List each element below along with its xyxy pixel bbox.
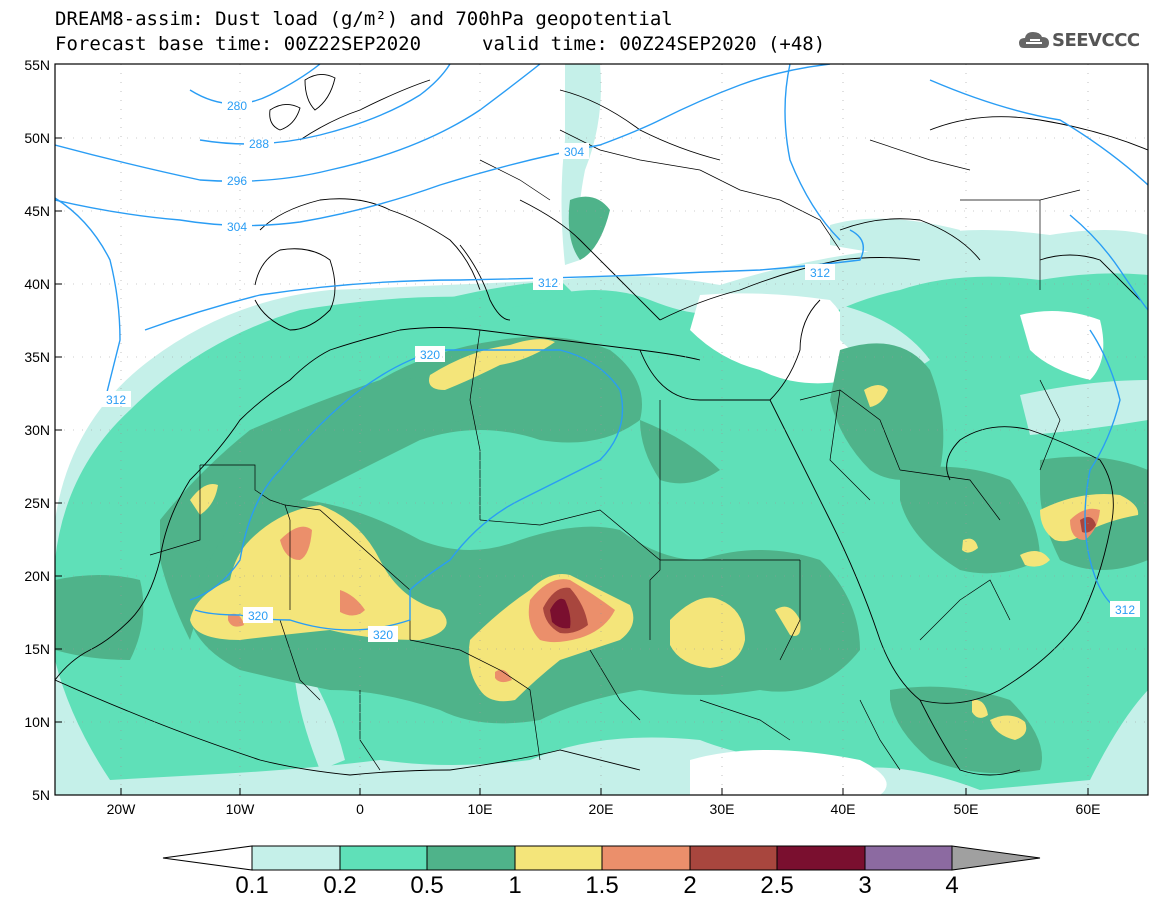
lon-label: 10W xyxy=(226,801,256,817)
colorbar-segment xyxy=(689,845,778,871)
colorbar-tick: 3 xyxy=(858,872,871,899)
lat-label: 40N xyxy=(24,276,50,292)
lon-label: 30E xyxy=(710,801,735,817)
dust-free-areas xyxy=(295,293,1104,795)
colorbar-segment xyxy=(162,845,253,871)
lon-label: 0 xyxy=(356,801,364,817)
contour-label: 304 xyxy=(564,145,584,159)
lat-label: 15N xyxy=(24,641,50,657)
lon-label: 50E xyxy=(954,801,979,817)
coastlines xyxy=(55,74,1148,776)
contour-labels: 280 288 296 304 304 312 312 312 320 320 … xyxy=(101,97,1140,642)
lat-label: 10N xyxy=(24,714,50,730)
contour-label: 320 xyxy=(420,348,440,362)
colorbar-tick: 4 xyxy=(945,872,958,899)
colorbar-segment xyxy=(951,845,1041,871)
contour-label: 320 xyxy=(373,628,393,642)
contour-label: 304 xyxy=(227,220,247,234)
lon-label: 40E xyxy=(831,801,856,817)
contour-label: 280 xyxy=(227,99,247,113)
lat-label: 50N xyxy=(24,130,50,146)
colorbar-tick: 0.2 xyxy=(323,872,356,899)
colorbar-segment xyxy=(339,845,428,871)
lat-label: 45N xyxy=(24,203,50,219)
colorbar-segment xyxy=(864,845,953,871)
valid-time-label: valid time: 00Z24SEP2020 (+48) xyxy=(482,33,826,55)
colorbar-segment xyxy=(426,845,516,871)
lon-label: 20E xyxy=(589,801,614,817)
lat-label: 25N xyxy=(24,495,50,511)
contour-label: 312 xyxy=(106,393,126,407)
contour-label: 312 xyxy=(1115,603,1135,617)
geopotential-contours xyxy=(55,64,1148,631)
tick-marks xyxy=(55,137,1089,795)
colorbar-segment xyxy=(601,845,691,871)
base-time-label: Forecast base time: 00Z22SEP2020 xyxy=(55,33,422,55)
colorbar-tick: 1.5 xyxy=(585,872,618,899)
lat-label: 55N xyxy=(24,57,50,73)
latitude-labels: 55N 50N 45N 40N 35N 30N 25N 20N 15N 10N … xyxy=(24,57,50,803)
colorbar-tick: 0.1 xyxy=(235,872,268,899)
longitude-labels: 20W 10W 0 10E 20E 30E 40E 50E 60E xyxy=(107,801,1101,817)
dust-high-layer xyxy=(190,339,1139,740)
colorbar xyxy=(162,845,1041,871)
colorbar-tick: 0.5 xyxy=(410,872,443,899)
map-plot-area: 280 288 296 304 304 312 312 312 320 320 … xyxy=(55,64,1148,795)
lon-label: 10E xyxy=(468,801,493,817)
dust-max-layer xyxy=(550,598,571,629)
map-title: DREAM8-assim: Dust load (g/m²) and 700hP… xyxy=(55,8,673,30)
cloud-logo-icon xyxy=(1019,32,1049,48)
colorbar-tick: 1 xyxy=(508,872,521,899)
colorbar-segment xyxy=(776,845,866,871)
lat-label: 35N xyxy=(24,349,50,365)
colorbar-segment xyxy=(514,845,603,871)
colorbar-labels: 0.1 0.2 0.5 1 1.5 2 2.5 3 4 xyxy=(235,872,958,899)
colorbar-segment xyxy=(251,845,341,871)
contour-label: 312 xyxy=(538,276,558,290)
lat-label: 30N xyxy=(24,422,50,438)
colorbar-tick: 2 xyxy=(683,872,696,899)
contour-label: 288 xyxy=(249,137,269,151)
country-borders xyxy=(149,129,1081,771)
lat-label: 20N xyxy=(24,568,50,584)
lon-label: 60E xyxy=(1076,801,1101,817)
contour-label: 320 xyxy=(248,609,268,623)
contour-label: 296 xyxy=(227,174,247,188)
logo-text: SEEVCCC xyxy=(1052,30,1140,51)
lon-label: 20W xyxy=(107,801,137,817)
colorbar-tick: 2.5 xyxy=(760,872,793,899)
contour-label: 312 xyxy=(810,266,830,280)
lat-label: 5N xyxy=(32,787,50,803)
